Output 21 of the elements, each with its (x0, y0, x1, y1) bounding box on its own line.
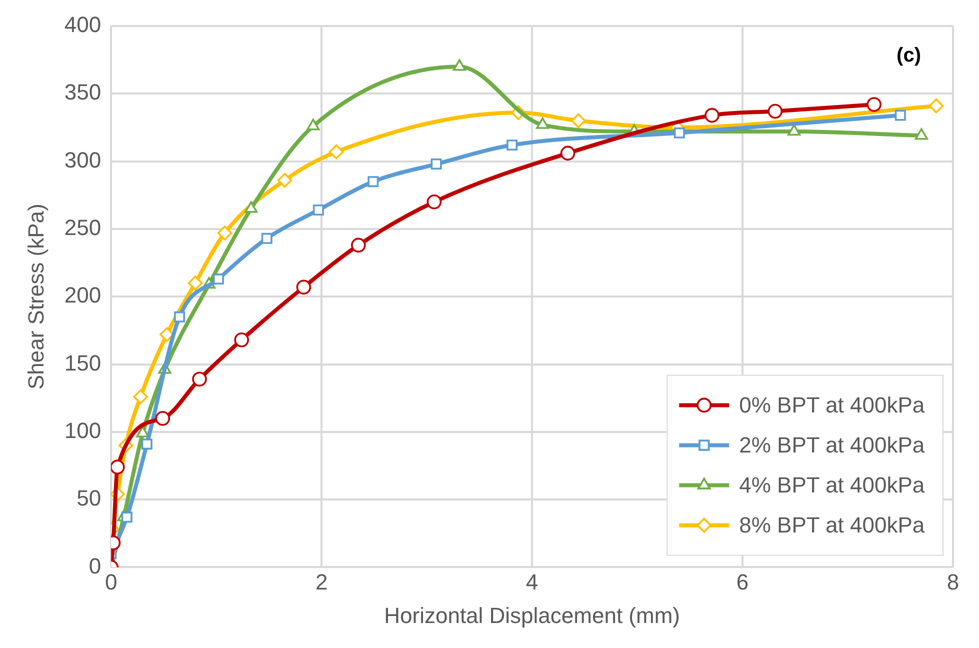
y-tick-label: 200 (64, 282, 102, 308)
x-tick-label: 4 (526, 569, 538, 594)
y-axis-title: Shear Stress (kPa) (23, 204, 48, 390)
x-tick-label: 0 (104, 569, 118, 594)
annotation: (c) (896, 44, 921, 67)
legend-label: 4% BPT at 400kPa (739, 472, 926, 498)
legend-label: 0% BPT at 400kPa (739, 392, 926, 418)
x-tick-label: 6 (736, 569, 749, 594)
y-tick-label: 250 (64, 215, 102, 240)
y-tick-label: 50 (76, 486, 102, 511)
x-axis-title: Horizontal Displacement (mm) (384, 602, 680, 628)
y-tick-label: 100 (64, 418, 102, 443)
x-tick-label: 8 (946, 569, 960, 594)
x-tick-label: 2 (315, 569, 328, 594)
y-tick-label: 300 (64, 147, 102, 172)
y-tick-label: 400 (64, 12, 102, 38)
legend-label: 2% BPT at 400kPa (739, 432, 926, 458)
y-tick-label: 350 (64, 80, 102, 105)
legend-label: 8% BPT at 400kPa (739, 512, 926, 538)
y-tick-label: 150 (64, 350, 102, 376)
y-tick-label: 0 (88, 553, 102, 578)
